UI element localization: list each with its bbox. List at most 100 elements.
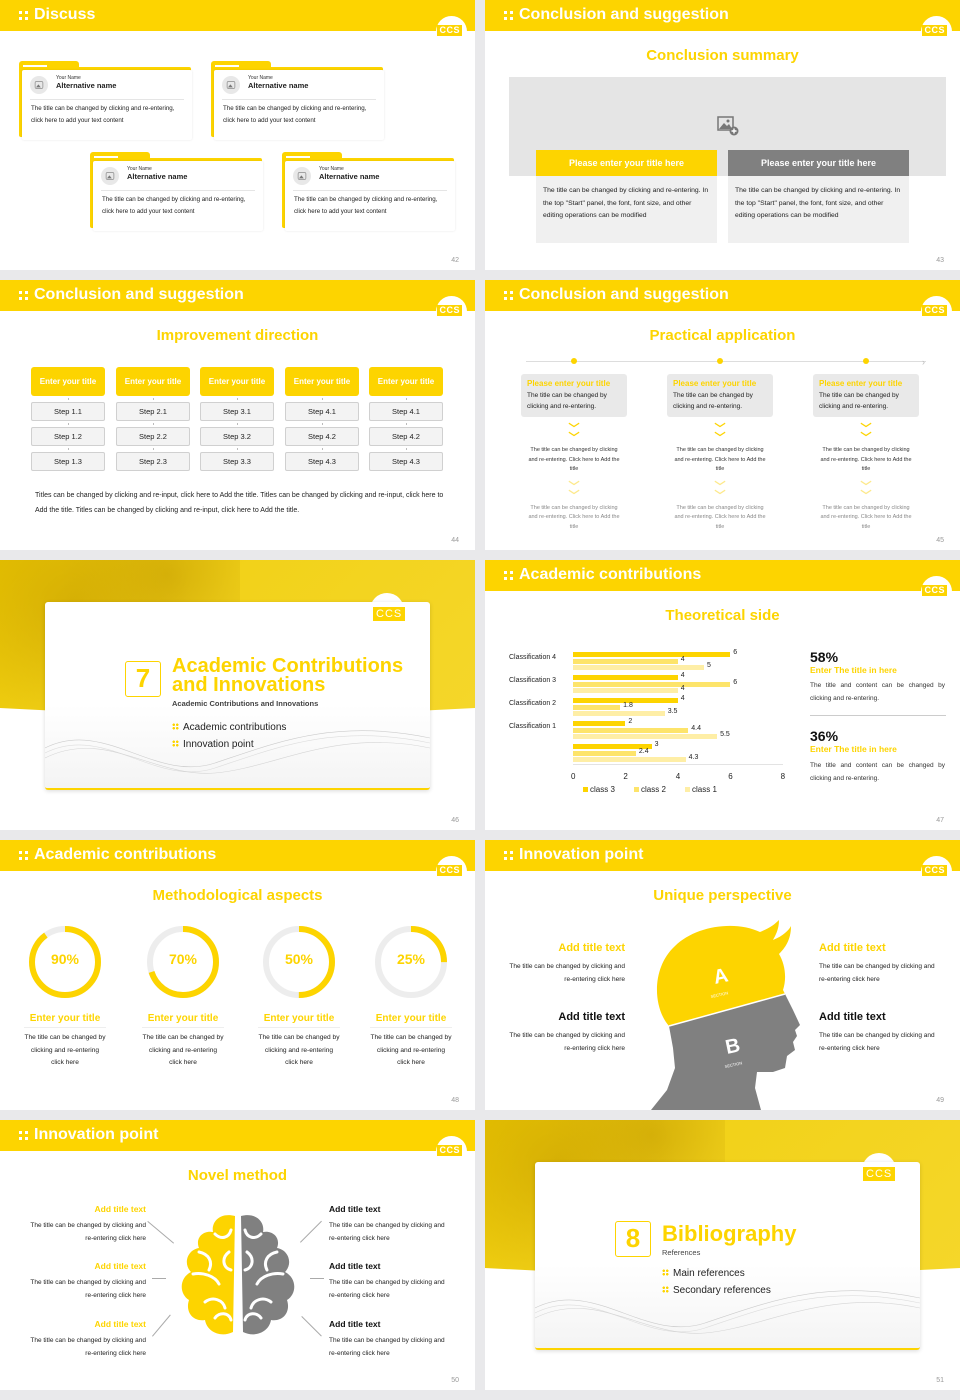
ring-title[interactable]: Enter your title	[24, 1013, 106, 1028]
ring-description[interactable]: The title can be changed by clicking and…	[24, 1034, 106, 1066]
step-column-title[interactable]: Enter your title	[31, 367, 105, 396]
bar[interactable]	[573, 704, 621, 710]
section-item[interactable]: Secondary references	[662, 1285, 771, 1296]
block-text[interactable]: The title can be changed by clicking and…	[30, 1279, 146, 1299]
block-text[interactable]: The title can be changed by clicking and…	[329, 1337, 445, 1357]
ring-title[interactable]: Enter your title	[370, 1013, 452, 1028]
step-box[interactable]: Step 3.3	[200, 448, 274, 471]
summary-box[interactable]: Please enter your title here The title c…	[536, 150, 717, 243]
step-column-title[interactable]: Enter your title	[285, 367, 359, 396]
profile-card[interactable]: Your Name Alternative name The title can…	[90, 152, 263, 231]
step-column-title[interactable]: Enter your title	[369, 367, 443, 396]
step-box[interactable]: Step 1.2	[31, 423, 105, 446]
bar[interactable]	[573, 757, 686, 763]
slide-42[interactable]: Discuss CCS Your Name Alternative name T…	[0, 0, 475, 270]
image-placeholder-icon[interactable]	[101, 167, 119, 185]
image-placeholder-icon[interactable]	[30, 76, 48, 94]
slide-48[interactable]: Academic contributions CCS Methodologica…	[0, 840, 475, 1110]
legend-item[interactable]: class 1	[685, 785, 717, 794]
ring-description[interactable]: The title can be changed by clicking and…	[370, 1034, 452, 1066]
bar[interactable]	[573, 658, 678, 664]
bar[interactable]	[573, 750, 636, 756]
section-item[interactable]: Main references	[662, 1268, 745, 1279]
bar[interactable]	[573, 711, 665, 717]
block-text[interactable]: The title can be changed by clicking and…	[329, 1222, 445, 1242]
slide-44[interactable]: Conclusion and suggestion CCS Improvemen…	[0, 280, 475, 550]
block-text[interactable]: The title can be changed by clicking and…	[509, 963, 625, 983]
profile-card[interactable]: Your Name Alternative name The title can…	[211, 61, 384, 140]
profile-card[interactable]: Your Name Alternative name The title can…	[282, 152, 455, 231]
slide-50[interactable]: Innovation point CCS Novel method Add ti…	[0, 1120, 475, 1390]
block-title[interactable]: Add title text	[329, 1319, 381, 1329]
legend-item[interactable]: class 3	[583, 785, 615, 794]
step-box[interactable]: Step 3.1	[200, 398, 274, 421]
profile-card[interactable]: Your Name Alternative name The title can…	[19, 61, 192, 140]
application-text[interactable]: The title can be changed by clicking and…	[820, 504, 912, 530]
step-box[interactable]: Step 4.2	[369, 423, 443, 446]
block-text[interactable]: The title can be changed by clicking and…	[30, 1337, 146, 1357]
ring-title[interactable]: Enter your title	[142, 1013, 224, 1028]
block-text[interactable]: The title can be changed by clicking and…	[329, 1279, 445, 1299]
ring-title[interactable]: Enter your title	[258, 1013, 340, 1028]
bar[interactable]	[573, 698, 678, 703]
slide-46[interactable]: CCS 7 Academic Contributions and Innovat…	[0, 560, 475, 830]
step-box[interactable]: Step 2.1	[116, 398, 190, 421]
application-text[interactable]: The title can be changed by clicking and…	[820, 447, 912, 472]
block-text[interactable]: The title can be changed by clicking and…	[819, 1032, 935, 1052]
application-text[interactable]: The title can be changed by clicking and…	[674, 504, 766, 530]
bar[interactable]	[573, 681, 731, 687]
application-text[interactable]: The title can be changed by clicking and…	[528, 504, 620, 530]
slide-45[interactable]: Conclusion and suggestion CCS Practical …	[485, 280, 960, 550]
step-box[interactable]: Step 1.3	[31, 448, 105, 471]
bar[interactable]	[573, 727, 689, 733]
block-title[interactable]: Add title text	[94, 1319, 146, 1329]
stat-description[interactable]: The title and content can be changed by …	[810, 682, 945, 702]
slide-43[interactable]: Conclusion and suggestion CCS Conclusion…	[485, 0, 960, 270]
block-title[interactable]: Add title text	[94, 1261, 146, 1271]
stat-title[interactable]: Enter The title in here	[810, 665, 897, 675]
stat-description[interactable]: The title and content can be changed by …	[810, 762, 945, 782]
ring-description[interactable]: The title can be changed by clicking and…	[142, 1034, 224, 1066]
block-title[interactable]: Add title text	[819, 942, 886, 954]
block-title[interactable]: Add title text	[329, 1261, 381, 1271]
step-box[interactable]: Step 2.2	[116, 423, 190, 446]
add-image-icon[interactable]	[717, 116, 739, 136]
brain-illustration[interactable]	[175, 1212, 301, 1342]
image-placeholder-icon[interactable]	[293, 167, 311, 185]
application-text[interactable]: The title can be changed by clicking and…	[674, 447, 766, 472]
section-item[interactable]: Academic contributions	[172, 722, 286, 733]
bar-chart[interactable]: Classification 4 6 4 5 Classification 3 4 6 4 Cl…	[485, 560, 815, 830]
step-box[interactable]: Step 2.3	[116, 448, 190, 471]
bar[interactable]	[573, 665, 704, 671]
application-box[interactable]: Please enter your title The title can be…	[667, 374, 773, 417]
block-text[interactable]: The title can be changed by clicking and…	[819, 963, 935, 983]
bar[interactable]	[573, 675, 678, 680]
slide-49[interactable]: Innovation point CCS Unique perspective …	[485, 840, 960, 1110]
step-box[interactable]: Step 4.3	[369, 448, 443, 471]
image-placeholder-icon[interactable]	[222, 76, 240, 94]
description-paragraph[interactable]: Titles can be changed by clicking and re…	[35, 492, 444, 514]
application-box[interactable]: Please enter your title The title can be…	[521, 374, 627, 417]
block-text[interactable]: The title can be changed by clicking and…	[30, 1222, 146, 1242]
slide-51[interactable]: CCS 8 Bibliography References Main refer…	[485, 1120, 960, 1390]
step-box[interactable]: Step 1.1	[31, 398, 105, 421]
legend-item[interactable]: class 2	[634, 785, 666, 794]
step-box[interactable]: Step 4.2	[285, 423, 359, 446]
block-text[interactable]: The title can be changed by clicking and…	[509, 1032, 625, 1052]
stat-title[interactable]: Enter The title in here	[810, 744, 897, 754]
block-title[interactable]: Add title text	[94, 1204, 146, 1214]
bar[interactable]	[573, 721, 626, 726]
step-box[interactable]: Step 3.2	[200, 423, 274, 446]
step-column-title[interactable]: Enter your title	[200, 367, 274, 396]
section-item[interactable]: Innovation point	[172, 739, 254, 750]
step-box[interactable]: Step 4.3	[285, 448, 359, 471]
application-text[interactable]: The title can be changed by clicking and…	[528, 447, 620, 472]
block-title[interactable]: Add title text	[558, 1011, 625, 1023]
bar[interactable]	[573, 744, 652, 749]
block-title[interactable]: Add title text	[329, 1204, 381, 1214]
application-box[interactable]: Please enter your title The title can be…	[813, 374, 919, 417]
step-box[interactable]: Step 4.1	[369, 398, 443, 421]
step-box[interactable]: Step 4.1	[285, 398, 359, 421]
slide-47[interactable]: Academic contributions CCS Theoretical s…	[485, 560, 960, 830]
summary-box[interactable]: Please enter your title here The title c…	[728, 150, 909, 243]
